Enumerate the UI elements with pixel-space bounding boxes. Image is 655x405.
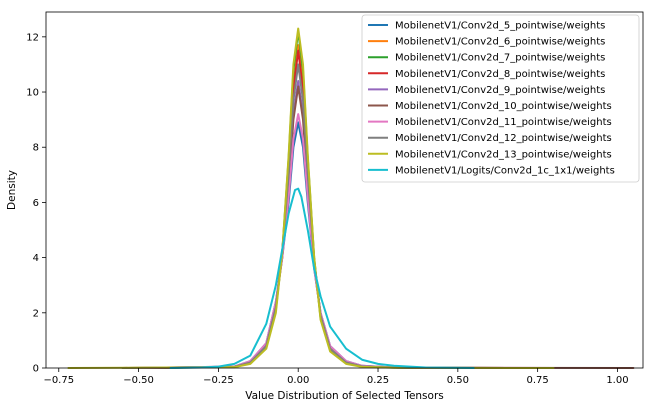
x-tick-label: 0.25 [367,375,389,386]
y-tick-label: 8 [33,143,39,154]
x-tick-label: −0.25 [203,375,234,386]
y-tick-label: 0 [33,364,39,375]
legend-entry-label: MobilenetV1/Conv2d_7_pointwise/weights [395,53,605,64]
legend-box [361,14,640,183]
legend-entry-label: MobilenetV1/Conv2d_11_pointwise/weights [395,117,612,128]
y-tick-label: 4 [33,253,39,264]
y-axis-label: Density [6,170,18,210]
legend-entry-label: MobilenetV1/Conv2d_5_pointwise/weights [395,21,605,32]
legend-entry-label: MobilenetV1/Conv2d_9_pointwise/weights [395,85,605,96]
legend: MobilenetV1/Conv2d_5_pointwise/weights Mo… [361,14,640,183]
x-tick-label: −0.75 [43,375,74,386]
x-axis: −0.75 −0.50 −0.25 0.00 0.25 0.50 0.75 1.00 [43,368,629,386]
legend-entry-label: MobilenetV1/Logits/Conv2d_1c_1x1/weights [395,165,615,176]
y-tick-label: 2 [33,308,39,319]
y-tick-label: 6 [33,198,39,209]
x-tick-label: 0.75 [527,375,549,386]
x-tick-label: 0.50 [447,375,469,386]
legend-entry-label: MobilenetV1/Conv2d_8_pointwise/weights [395,69,605,80]
x-tick-label: 0.00 [287,375,309,386]
legend-entry-label: MobilenetV1/Conv2d_6_pointwise/weights [395,37,605,48]
legend-entry-label: MobilenetV1/Conv2d_10_pointwise/weights [395,101,612,112]
y-tick-label: 10 [26,88,39,99]
y-tick-label: 12 [26,32,39,43]
x-tick-label: 1.00 [606,375,628,386]
legend-entry-label: MobilenetV1/Conv2d_13_pointwise/weights [395,149,612,160]
plot-frame [45,11,644,369]
series-line-10 [169,187,475,369]
x-tick-label: −0.50 [123,375,154,386]
series-layer [67,27,635,369]
legend-entry-label: MobilenetV1/Conv2d_12_pointwise/weights [395,133,612,144]
series-line-9 [67,27,555,369]
y-axis: 0 2 4 6 8 10 12 [26,32,46,375]
x-axis-label: Value Distribution of Selected Tensors [245,390,444,402]
